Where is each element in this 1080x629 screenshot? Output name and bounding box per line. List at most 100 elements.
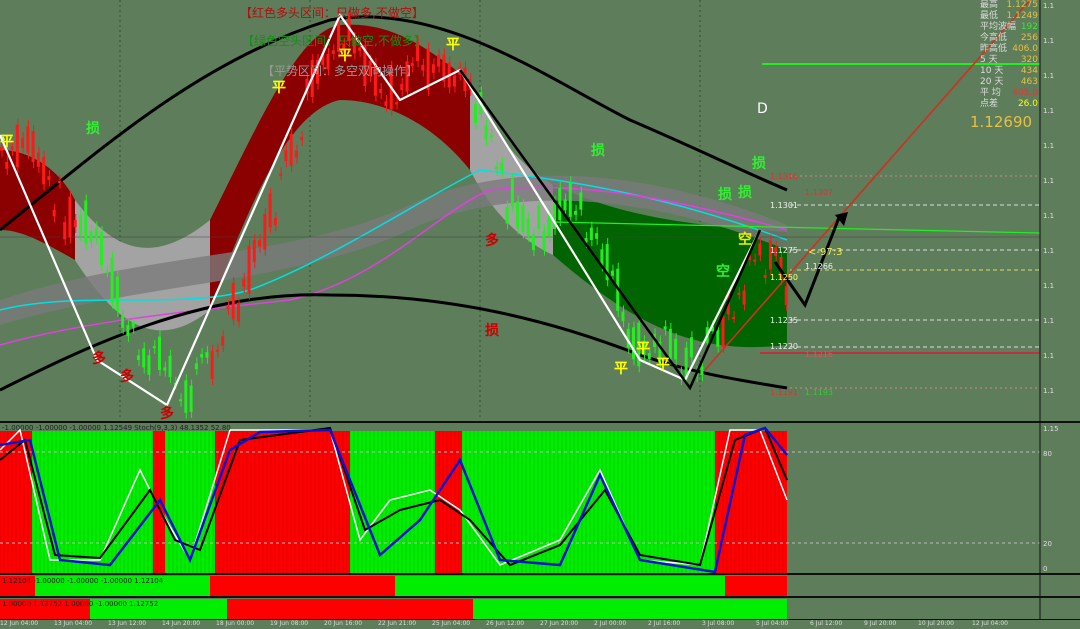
candle: [531, 234, 535, 251]
candle: [105, 271, 109, 274]
period-label: D: [757, 101, 768, 117]
stat-value: 320: [1020, 55, 1038, 65]
stoch-state-bar: [32, 431, 153, 573]
time-axis-label: 18 Jun 00:00: [216, 620, 255, 627]
time-axis-label: 9 Jul 20:00: [864, 620, 897, 627]
candle: [700, 366, 704, 376]
current-price: 1.12690: [970, 113, 1033, 131]
time-axis-label: 26 Jun 12:00: [486, 620, 525, 627]
price-axis-label: 1.1: [1043, 352, 1055, 360]
stoch-axis-label: 0: [1043, 565, 1048, 573]
candle: [15, 124, 19, 168]
candle: [505, 206, 509, 224]
candle: [426, 48, 430, 90]
candle: [342, 43, 346, 53]
candle: [742, 290, 746, 305]
signal-stop: 损: [752, 156, 766, 172]
stat-label: 5 天: [980, 55, 998, 65]
neutral-zone-legend: 【平势区间：多空双向操作】: [262, 64, 419, 78]
candle: [363, 46, 367, 86]
candle: [489, 135, 493, 138]
stat-value: 434: [1020, 66, 1038, 76]
candle: [621, 311, 625, 322]
candle: [31, 131, 35, 162]
bear-zone-legend: 【绿色空头区间：只做空,不做多】: [242, 34, 426, 48]
stat-row: 最低 1.1249: [980, 11, 1038, 22]
candle: [168, 355, 172, 377]
candle: [763, 275, 767, 278]
candle: [115, 276, 119, 311]
candle: [647, 353, 651, 360]
candle: [131, 321, 135, 328]
time-axis-label: 25 Jun 04:00: [432, 620, 471, 627]
candle: [79, 215, 82, 237]
candle: [595, 233, 599, 239]
time-axis-label: 14 Jun 20:00: [162, 620, 201, 627]
candle: [642, 341, 646, 355]
zigzag-white: [0, 12, 761, 407]
signal-flat: 平: [656, 357, 670, 373]
candle: [405, 61, 409, 92]
price-axis-label: 1.1: [1043, 2, 1055, 10]
red-trend-line[interactable]: [704, 0, 1031, 371]
price-level-label: 1.1191: [770, 388, 798, 397]
time-axis-label: 20 Jun 16:00: [324, 620, 363, 627]
candle: [542, 230, 546, 250]
signal-stop: 损: [485, 323, 499, 339]
candle: [21, 138, 25, 148]
candle: [121, 315, 125, 328]
candle: [210, 350, 214, 379]
candle: [516, 201, 520, 229]
candle: [5, 161, 9, 169]
candle: [284, 149, 288, 162]
stoch-state-bar: [715, 431, 787, 573]
candle: [574, 210, 578, 215]
candle: [547, 211, 551, 237]
signal-stop: 损: [738, 185, 752, 201]
candle: [421, 64, 425, 71]
candle: [758, 243, 762, 256]
candle: [247, 245, 251, 294]
candle: [716, 330, 720, 347]
candle: [747, 255, 751, 260]
candle: [184, 380, 188, 413]
time-axis-label: 13 Jun 12:00: [108, 620, 147, 627]
price-level-label: 1.1275: [770, 246, 798, 255]
signal-long: 多: [120, 369, 134, 385]
stat-value: 192: [1020, 22, 1038, 32]
candle: [584, 237, 588, 243]
stoch-state-bar: [350, 431, 435, 573]
candle: [684, 347, 688, 380]
candle: [495, 166, 499, 170]
candle: [215, 349, 219, 352]
candle: [721, 316, 725, 347]
price-axis-label: 1.1: [1043, 177, 1055, 185]
price-level-label: 1.1316: [770, 172, 798, 181]
stat-label: 点差: [980, 99, 999, 109]
time-axis-label: 12 Jul 04:00: [972, 620, 1008, 627]
candle: [300, 136, 304, 141]
candle: [589, 227, 593, 241]
stat-value: 26.0: [1017, 99, 1038, 109]
stat-label: 10 天: [980, 66, 1004, 76]
candle: [279, 173, 283, 176]
trend-line[interactable]: [552, 221, 1041, 234]
time-axis-label: 5 Jul 04:00: [756, 620, 789, 627]
candle: [384, 101, 388, 107]
candle: [331, 50, 335, 54]
bull-zone-legend: 【红色多头区间：只做多,不做空】: [240, 6, 424, 20]
price-level-label: 1.1301: [770, 201, 798, 210]
time-axis-label: 27 Jun 20:00: [540, 620, 579, 627]
candle: [626, 328, 630, 348]
candle: [395, 102, 398, 105]
candle: [358, 47, 362, 51]
candle: [610, 270, 614, 276]
candle: [510, 178, 514, 207]
candle: [237, 302, 240, 322]
candle: [410, 63, 414, 67]
price-level-label: 1.1220: [770, 342, 798, 351]
stat-row: 平 均 405.0: [980, 88, 1038, 99]
candle: [152, 346, 156, 349]
